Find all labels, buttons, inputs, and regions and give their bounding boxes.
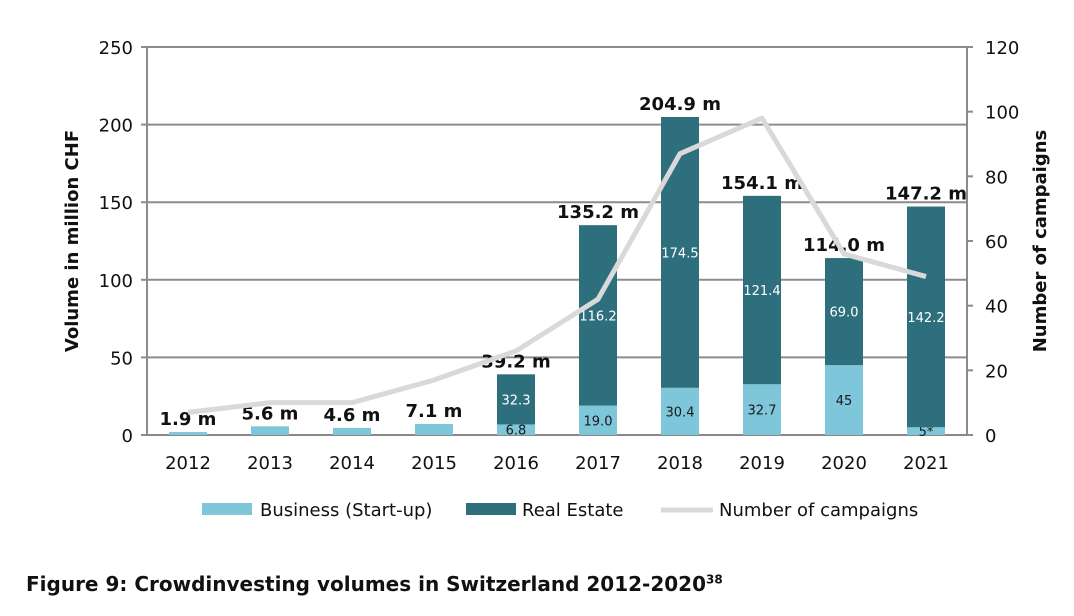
x-tick-label: 2012 <box>165 453 211 474</box>
legend-swatch-real-estate <box>466 503 516 515</box>
total-label: 147.2 m <box>885 184 967 205</box>
data-label: 116.2 <box>579 309 616 324</box>
bar-business <box>579 405 617 435</box>
y2-tick-label: 0 <box>985 426 996 447</box>
total-label: 1.9 m <box>160 409 217 430</box>
x-tick-label: 2019 <box>739 453 785 474</box>
caption-footnote: 38 <box>706 572 723 587</box>
x-tick-label: 2015 <box>411 453 457 474</box>
y2-tick-label: 80 <box>985 167 1008 188</box>
bar-real-estate <box>907 206 945 428</box>
data-label: 32.3 <box>502 393 531 408</box>
total-label: 5.6 m <box>242 403 299 424</box>
total-label: 154.1 m <box>721 173 803 194</box>
bar-business <box>661 387 699 435</box>
chart: 0 50 100 150 200 250 0 20 40 60 80 100 120 2012 1.9 m 2… <box>62 38 1051 521</box>
legend-label-business: Business (Start-up) <box>260 500 432 521</box>
data-label: 32.7 <box>748 404 777 419</box>
bar-business <box>907 427 945 435</box>
bar-real-estate <box>661 116 699 388</box>
caption-text: Figure 9: Crowdinvesting volumes in Swit… <box>26 572 707 596</box>
data-label: 30.4 <box>666 405 695 420</box>
x-tick-label: 2013 <box>247 453 293 474</box>
campaigns-line <box>187 115 927 415</box>
y-tick-label: 50 <box>110 348 133 369</box>
data-label: 174.5 <box>661 246 698 261</box>
total-label: 7.1 m <box>406 401 463 422</box>
y-tick-label: 0 <box>122 426 133 447</box>
x-tick-label: 2021 <box>903 453 949 474</box>
y2-axis-title: Number of campaigns <box>1030 130 1051 353</box>
data-label: 19.0 <box>584 414 613 429</box>
bar-business <box>333 427 371 435</box>
y2-tick-label: 20 <box>985 361 1008 382</box>
total-label: 114.0 m <box>803 235 885 256</box>
bar-business <box>497 424 535 435</box>
total-label: 204.9 m <box>639 94 721 115</box>
bar-real-estate <box>743 195 781 385</box>
data-label: 45 <box>836 394 853 409</box>
bar-business <box>415 423 453 435</box>
total-label: 135.2 m <box>557 202 639 223</box>
figure-caption: Figure 9: Crowdinvesting volumes in Swit… <box>26 572 723 596</box>
bar-business <box>825 365 863 435</box>
y2-tick-label: 60 <box>985 232 1008 253</box>
bar-real-estate <box>497 374 535 425</box>
bar-real-estate <box>825 258 863 366</box>
total-label: 4.6 m <box>324 405 381 426</box>
legend-label-campaigns: Number of campaigns <box>719 500 918 521</box>
data-label: 5* <box>919 425 934 440</box>
y-tick-label: 150 <box>99 193 133 214</box>
y-tick-label: 200 <box>99 116 133 137</box>
y-tick-label: 100 <box>99 271 133 292</box>
data-label: 69.0 <box>830 306 859 321</box>
data-label: 121.4 <box>743 284 780 299</box>
data-label: 142.2 <box>907 311 944 326</box>
bar-real-estate <box>579 225 617 406</box>
y2-tick-label: 100 <box>985 103 1019 124</box>
x-tick-label: 2014 <box>329 453 375 474</box>
bar-business <box>743 384 781 435</box>
x-tick-label: 2016 <box>493 453 539 474</box>
legend-label-real-estate: Real Estate <box>522 500 624 521</box>
y-axis-title: Volume in million CHF <box>62 130 83 352</box>
x-tick-label: 2020 <box>821 453 867 474</box>
bar-business <box>251 426 289 435</box>
y-tick-label: 250 <box>99 38 133 59</box>
legend-swatch-business <box>202 503 252 515</box>
data-label: 6.8 <box>506 424 527 439</box>
x-tick-label: 2018 <box>657 453 703 474</box>
x-tick-label: 2017 <box>575 453 621 474</box>
y2-tick-label: 40 <box>985 297 1008 318</box>
bar-business <box>169 432 207 435</box>
y2-tick-label: 120 <box>985 38 1019 59</box>
